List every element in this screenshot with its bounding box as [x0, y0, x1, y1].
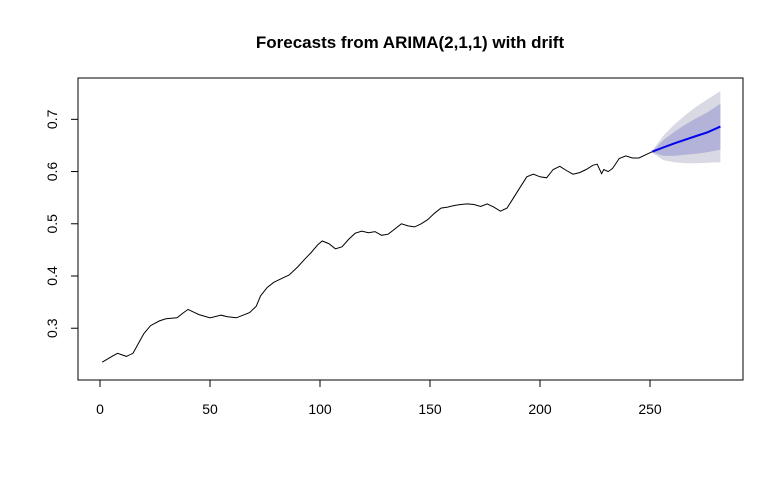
plot-frame: [77, 77, 744, 381]
forecast-series-line: [651, 125, 721, 153]
x-tick-label: 0: [96, 401, 104, 417]
y-tick-label: 0.5: [44, 214, 60, 234]
x-tick-label: 250: [638, 401, 662, 417]
chart-title: Forecasts from ARIMA(2,1,1) with drift: [256, 33, 565, 52]
observed-series-line: [101, 151, 653, 363]
y-axis: 0.3 0.4 0.5 0.6 0.7: [44, 109, 79, 338]
y-tick-label: 0.3: [44, 318, 60, 338]
y-tick-label: 0.6: [44, 162, 60, 182]
x-tick-label: 50: [202, 401, 218, 417]
prediction-intervals: [652, 91, 721, 164]
interval-band-80: [652, 103, 721, 156]
y-tick-label: 0.4: [44, 266, 60, 286]
x-tick-label: 150: [418, 401, 442, 417]
x-tick-label: 100: [308, 401, 332, 417]
x-axis: 0 50 100 150 200 250: [96, 379, 662, 417]
x-tick-label: 200: [528, 401, 552, 417]
y-tick-label: 0.7: [44, 109, 60, 129]
